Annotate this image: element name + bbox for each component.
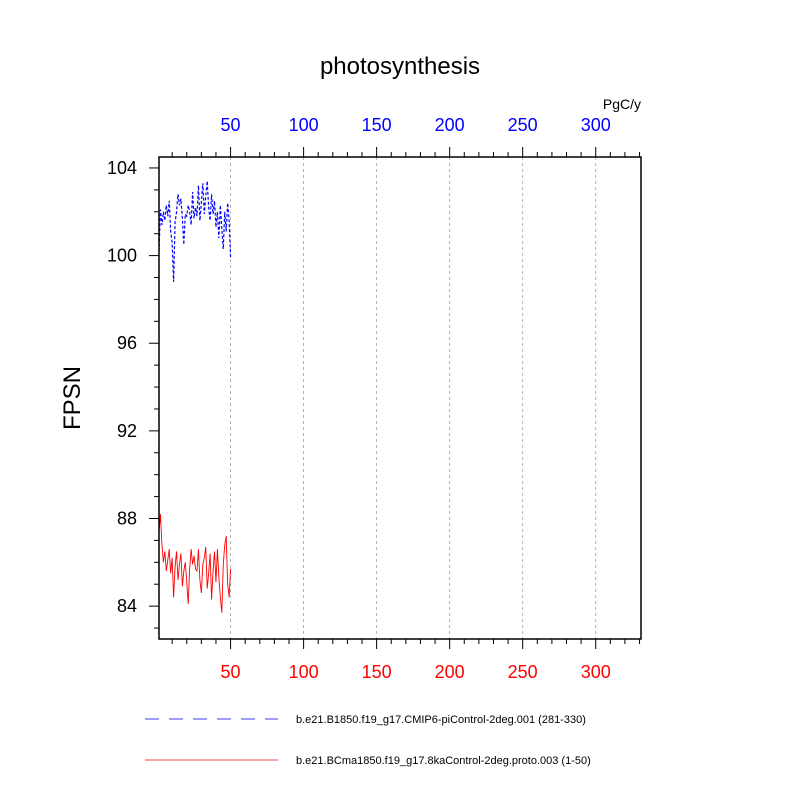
series-line-red — [158, 514, 232, 613]
legend: b.e21.B1850.f19_g17.CMIP6-piControl-2deg… — [145, 714, 591, 767]
x-tick-label-bottom: 100 — [289, 662, 319, 682]
legend-label-red: b.e21.BCma1850.f19_g17.8kaControl-2deg.p… — [296, 755, 591, 767]
chart-title: photosynthesis — [320, 53, 480, 80]
x-tick-label-bottom: 50 — [221, 662, 241, 682]
x-tick-label-top: 100 — [289, 115, 319, 135]
grid-lines — [230, 157, 597, 639]
y-tick-label: 84 — [117, 596, 137, 616]
x-tick-label-bottom: 300 — [581, 662, 611, 682]
x-tick-label-bottom: 200 — [435, 662, 465, 682]
units-label: PgC/y — [603, 96, 641, 112]
x-tick-label-top: 50 — [221, 115, 241, 135]
y-axis-label: FPSN — [59, 366, 86, 430]
x-tick-label-top: 300 — [581, 115, 611, 135]
x-tick-label-bottom: 150 — [362, 662, 392, 682]
legend-label-blue: b.e21.B1850.f19_g17.CMIP6-piControl-2deg… — [296, 714, 586, 726]
y-tick-label: 104 — [107, 158, 137, 178]
tick-marks — [149, 147, 641, 649]
tick-labels: 50 50 100 100 150 150 200 200 250 250 300 300 84 88 92… — [107, 115, 611, 682]
series-group — [158, 181, 232, 613]
y-tick-label: 96 — [117, 333, 137, 353]
x-tick-label-top: 250 — [508, 115, 538, 135]
x-tick-label-top: 200 — [435, 115, 465, 135]
x-tick-label-top: 150 — [362, 115, 392, 135]
y-tick-label: 100 — [107, 246, 137, 266]
y-tick-label: 92 — [117, 421, 137, 441]
y-tick-label: 88 — [117, 509, 137, 529]
x-tick-label-bottom: 250 — [508, 662, 538, 682]
series-line-blue — [158, 181, 232, 282]
plot-frame — [158, 156, 642, 640]
